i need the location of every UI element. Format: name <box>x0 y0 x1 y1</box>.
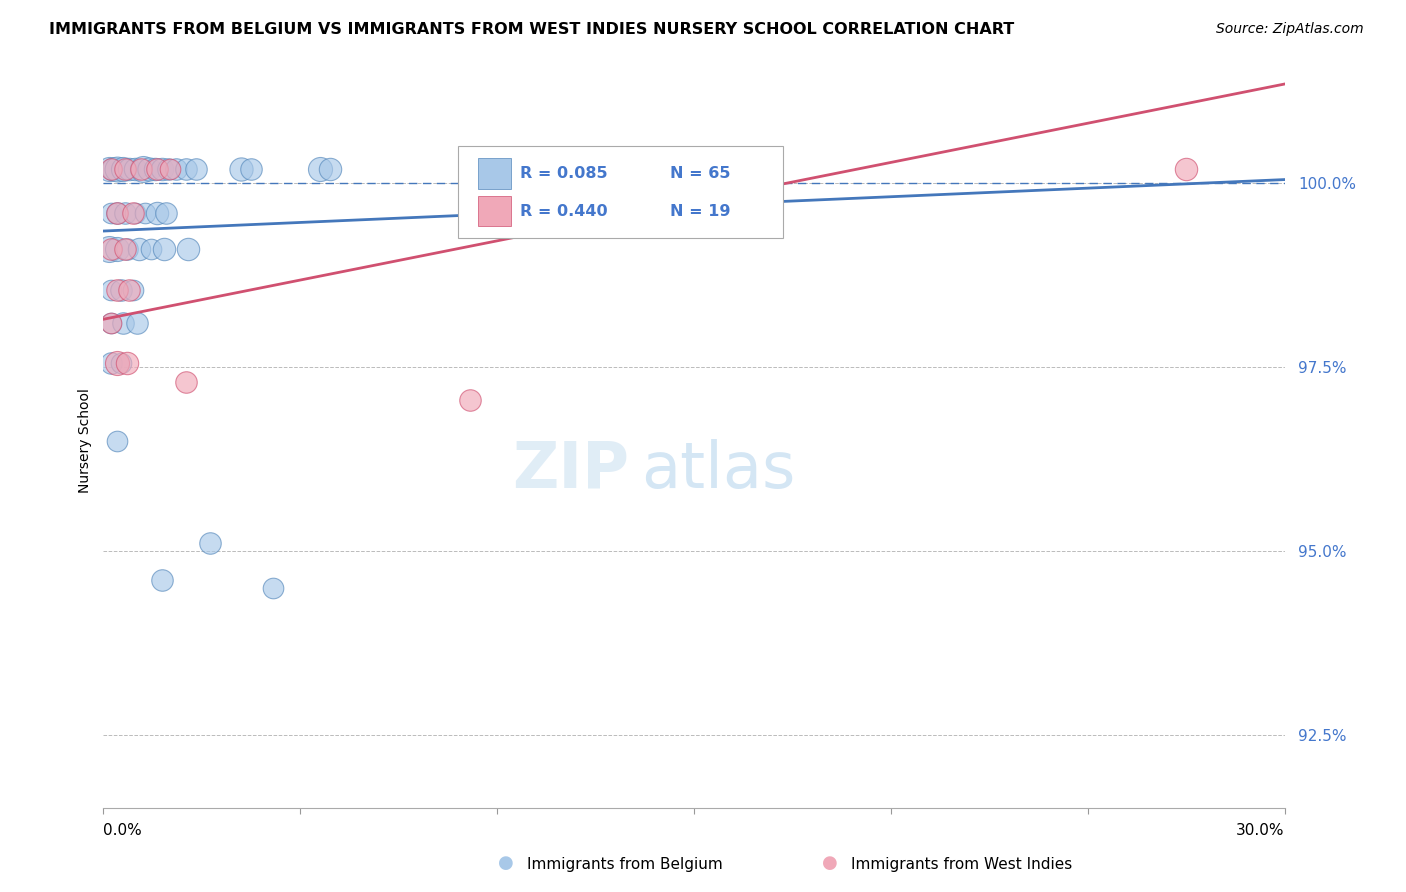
Text: Immigrants from Belgium: Immigrants from Belgium <box>527 857 723 872</box>
Text: Immigrants from West Indies: Immigrants from West Indies <box>851 857 1071 872</box>
Point <box>105 161 128 176</box>
Text: Source: ZipAtlas.com: Source: ZipAtlas.com <box>1216 22 1364 37</box>
Point <box>100 316 122 330</box>
Text: 30.0%: 30.0% <box>1236 822 1285 838</box>
Point <box>118 283 141 297</box>
Point <box>143 161 166 176</box>
Point <box>124 205 146 219</box>
Point <box>129 161 152 176</box>
Point <box>138 161 160 176</box>
Point <box>1175 161 1198 176</box>
Point <box>122 205 145 219</box>
Point <box>309 161 332 176</box>
Point <box>157 161 180 176</box>
Point <box>125 316 148 330</box>
Point <box>105 243 128 257</box>
Point <box>118 161 141 176</box>
Text: ZIP: ZIP <box>512 439 628 501</box>
Point <box>115 243 138 257</box>
Text: atlas: atlas <box>641 439 796 501</box>
Point <box>110 283 132 297</box>
Text: IMMIGRANTS FROM BELGIUM VS IMMIGRANTS FROM WEST INDIES NURSERY SCHOOL CORRELATIO: IMMIGRANTS FROM BELGIUM VS IMMIGRANTS FR… <box>49 22 1015 37</box>
Text: N = 19: N = 19 <box>671 203 731 219</box>
Point <box>145 161 167 176</box>
Point <box>177 243 200 257</box>
FancyBboxPatch shape <box>458 146 783 238</box>
Point <box>240 161 263 176</box>
Point <box>134 205 156 219</box>
Point <box>262 581 284 595</box>
FancyBboxPatch shape <box>478 159 510 189</box>
Point <box>152 161 174 176</box>
Point <box>145 205 167 219</box>
Point <box>100 243 122 257</box>
Point <box>458 393 481 408</box>
Point <box>103 161 125 176</box>
Point <box>105 283 128 297</box>
Point <box>132 161 155 176</box>
Point <box>100 283 122 297</box>
Point <box>122 283 145 297</box>
Point <box>319 161 342 176</box>
Point <box>110 356 132 370</box>
Point <box>105 434 128 448</box>
Point <box>231 161 253 176</box>
Text: R = 0.440: R = 0.440 <box>520 203 607 219</box>
Point <box>174 161 197 176</box>
Point <box>100 356 122 370</box>
FancyBboxPatch shape <box>478 195 510 227</box>
Point <box>174 375 197 389</box>
Point <box>124 161 146 176</box>
Point <box>155 205 177 219</box>
Y-axis label: Nursery School: Nursery School <box>79 388 93 493</box>
Point <box>139 243 162 257</box>
Point <box>100 316 122 330</box>
Point <box>152 573 174 587</box>
Point <box>114 205 136 219</box>
Point <box>184 161 207 176</box>
Point <box>624 161 647 176</box>
Point <box>114 243 136 257</box>
Text: ●: ● <box>821 855 838 872</box>
Point <box>114 161 136 176</box>
Point <box>105 356 128 370</box>
Text: 0.0%: 0.0% <box>104 822 142 838</box>
Point <box>153 243 176 257</box>
Point <box>112 161 135 176</box>
Point <box>105 205 128 219</box>
Point <box>105 205 128 219</box>
Point <box>159 161 181 176</box>
Point <box>128 243 150 257</box>
Text: ●: ● <box>498 855 515 872</box>
Text: N = 65: N = 65 <box>671 166 731 181</box>
Point <box>98 161 121 176</box>
Point <box>100 205 122 219</box>
Point <box>112 316 135 330</box>
Point <box>98 243 121 257</box>
Text: R = 0.085: R = 0.085 <box>520 166 607 181</box>
Point <box>198 536 221 550</box>
Point <box>115 356 138 370</box>
Point <box>165 161 187 176</box>
Point <box>100 161 122 176</box>
